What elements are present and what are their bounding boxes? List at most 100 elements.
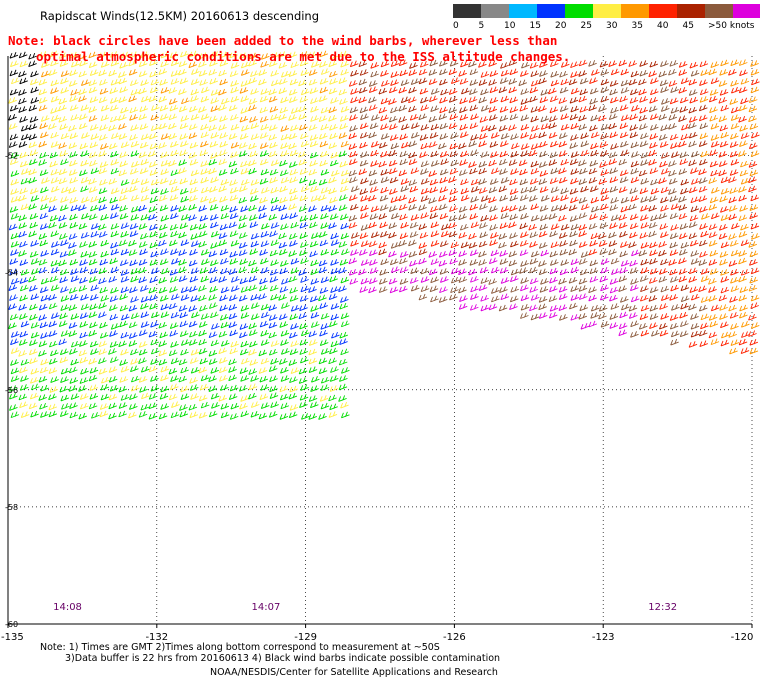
- wind-barb: [349, 176, 358, 184]
- wind-barb: [458, 286, 467, 294]
- wind-barb: [619, 250, 628, 258]
- wind-barb: [659, 160, 668, 168]
- wind-barb: [199, 357, 209, 365]
- wind-barb: [110, 323, 120, 330]
- wind-barb: [700, 268, 710, 275]
- wind-barb: [738, 257, 747, 265]
- wind-barb: [369, 249, 378, 257]
- wind-barb: [158, 321, 168, 329]
- wind-barb: [28, 177, 38, 184]
- wind-barb: [529, 133, 538, 140]
- wind-barb: [48, 205, 57, 213]
- wind-barb: [20, 203, 30, 211]
- wind-barb: [188, 152, 198, 159]
- wind-barb: [519, 194, 529, 202]
- wind-barb: [488, 159, 497, 167]
- wind-barb: [390, 79, 399, 86]
- wind-barb: [539, 96, 549, 104]
- wind-barb: [350, 249, 359, 256]
- wind-barb: [239, 367, 249, 375]
- wind-barb: [229, 294, 238, 302]
- wind-barb: [50, 312, 60, 320]
- wind-barb: [288, 203, 297, 211]
- wind-barb: [110, 159, 119, 166]
- wind-barb: [228, 393, 238, 401]
- wind-barb: [8, 322, 17, 330]
- wind-barb: [448, 88, 458, 95]
- axis-ticks: -135 -132 -129 -126 -123 -120-52-54-56-58-601…: [1, 152, 753, 643]
- wind-barb: [88, 374, 98, 382]
- wind-barb: [529, 231, 539, 239]
- wind-barb: [110, 59, 120, 67]
- wind-barb: [38, 140, 48, 148]
- wind-barb: [320, 384, 330, 391]
- wind-barb: [219, 60, 229, 67]
- wind-barb: [340, 296, 349, 303]
- wind-barb: [298, 105, 308, 113]
- wind-barb: [19, 60, 29, 68]
- wind-barb: [610, 214, 620, 222]
- wind-barb: [400, 185, 409, 192]
- wind-barb: [150, 250, 159, 258]
- wind-barb: [669, 212, 679, 220]
- wind-barb: [200, 140, 209, 148]
- wind-barb: [510, 168, 519, 175]
- wind-barb: [379, 221, 388, 229]
- wind-barb: [748, 96, 758, 104]
- wind-barb: [709, 320, 719, 328]
- wind-barb: [19, 294, 28, 302]
- wind-barb: [260, 402, 270, 410]
- wind-barb: [99, 179, 108, 186]
- wind-barb: [589, 98, 598, 105]
- wind-barb: [98, 69, 107, 77]
- wind-barb: [158, 286, 168, 294]
- wind-barb: [328, 394, 337, 402]
- wind-barb: [140, 403, 150, 411]
- wind-barb: [638, 322, 648, 330]
- wind-barb: [728, 69, 737, 76]
- wind-barb: [350, 88, 359, 95]
- wind-barb: [458, 232, 468, 239]
- wind-barb: [709, 249, 719, 257]
- wind-barb: [509, 113, 519, 121]
- wind-barb: [618, 59, 628, 67]
- wind-barb: [330, 313, 340, 321]
- wind-barb: [669, 97, 679, 105]
- speed-legend-labels: 0 5 10 15 20 25 30 35 40 45 >50 knots: [453, 21, 760, 35]
- wind-barb: [438, 296, 448, 303]
- wind-barb: [151, 104, 160, 112]
- wind-barb: [608, 151, 618, 159]
- wind-barb: [328, 87, 338, 95]
- wind-barb: [159, 79, 168, 86]
- wind-barb: [629, 131, 639, 139]
- wind-barb: [8, 123, 18, 130]
- wind-barb: [720, 286, 730, 294]
- wind-barb: [441, 223, 450, 231]
- wind-barb: [690, 167, 699, 175]
- wind-barb: [529, 185, 538, 193]
- wind-barb: [499, 77, 509, 85]
- wind-barb: [588, 294, 597, 302]
- wind-barb: [118, 239, 128, 247]
- wind-barb: [409, 185, 419, 193]
- wind-barb: [198, 347, 208, 355]
- wind-barb: [549, 285, 558, 293]
- wind-barb: [439, 96, 448, 104]
- legend-swatch: [705, 4, 733, 18]
- wind-barb: [149, 259, 159, 266]
- wind-barb: [539, 150, 548, 158]
- wind-barb: [480, 88, 489, 96]
- wind-barb: [238, 52, 248, 60]
- wind-barb: [489, 239, 498, 246]
- wind-barb: [680, 302, 689, 310]
- wind-barb: [280, 223, 289, 231]
- wind-barb: [149, 70, 158, 78]
- wind-barb: [509, 188, 519, 195]
- wind-barb: [470, 149, 479, 157]
- wind-barb: [280, 71, 290, 78]
- wind-barb: [149, 241, 159, 249]
- wind-barb: [458, 276, 468, 283]
- wind-barb: [519, 70, 529, 77]
- wind-barb: [248, 259, 257, 267]
- wind-barb: [550, 167, 559, 175]
